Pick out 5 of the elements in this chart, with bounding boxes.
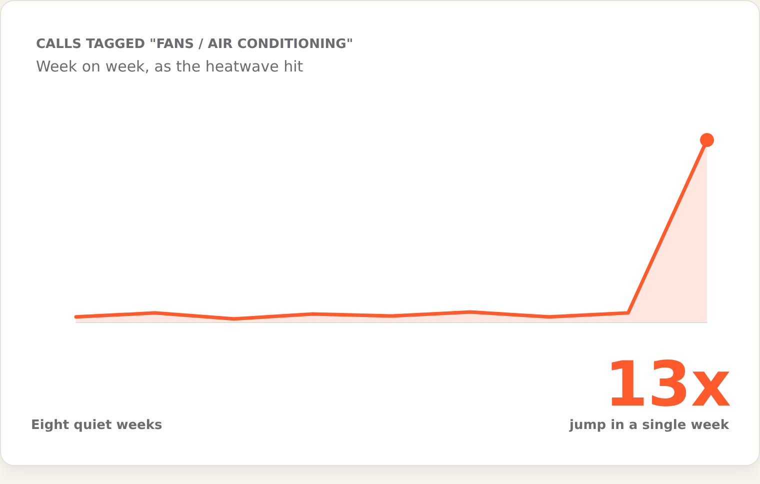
chart-title: CALLS TAGGED "FANS / AIR CONDITIONING" <box>36 37 354 52</box>
text: 13x <box>604 348 732 420</box>
chart-subtitle: Week on week, as the heatwave hit <box>36 58 304 76</box>
text: jump in a single week <box>568 418 730 433</box>
text: Eight quiet weeks <box>31 418 162 433</box>
